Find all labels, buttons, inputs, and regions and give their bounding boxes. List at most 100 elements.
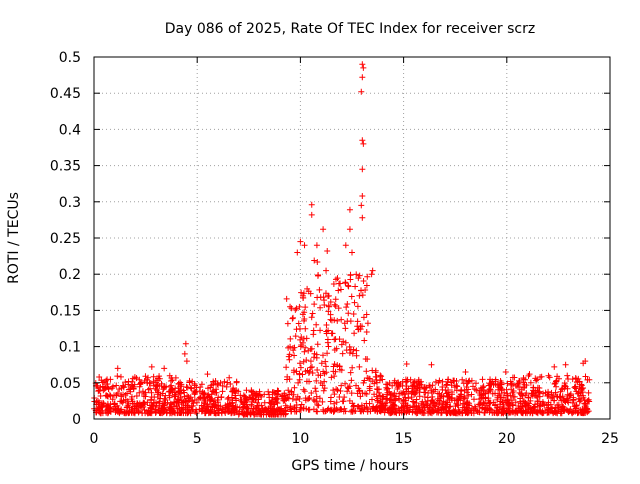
data-point — [356, 292, 363, 299]
data-point — [321, 385, 328, 392]
data-point — [101, 386, 108, 393]
data-point — [328, 374, 335, 381]
data-point — [361, 337, 368, 344]
data-point — [142, 389, 149, 396]
data-point — [111, 400, 118, 407]
data-point — [168, 382, 175, 389]
data-point — [348, 390, 355, 397]
data-point — [297, 336, 304, 343]
data-point — [297, 238, 304, 245]
data-point — [97, 392, 104, 399]
data-point — [166, 403, 173, 410]
data-point — [334, 275, 341, 282]
data-point — [184, 384, 191, 391]
y-tick-label: 0.45 — [50, 86, 81, 102]
data-point — [104, 392, 111, 399]
data-point — [327, 298, 334, 305]
data-point — [376, 392, 383, 399]
data-point — [135, 408, 142, 415]
data-point — [569, 399, 576, 406]
data-point — [346, 349, 353, 356]
data-point — [428, 389, 435, 396]
data-point — [325, 308, 332, 315]
data-point — [411, 391, 418, 398]
data-point — [503, 399, 510, 406]
data-point — [291, 405, 298, 412]
data-point — [573, 405, 580, 412]
data-point — [300, 358, 307, 365]
data-point — [394, 382, 401, 389]
data-point — [257, 392, 264, 399]
data-point — [524, 401, 531, 408]
data-point — [516, 389, 523, 396]
data-point — [405, 390, 412, 397]
data-point — [388, 406, 395, 413]
data-point — [197, 384, 204, 391]
data-point — [348, 407, 355, 414]
data-point — [331, 301, 338, 308]
data-point — [462, 368, 469, 375]
data-point — [353, 352, 360, 359]
data-point — [332, 296, 339, 303]
data-point — [347, 272, 354, 279]
data-point — [314, 408, 321, 415]
data-point — [477, 385, 484, 392]
data-point — [536, 389, 543, 396]
y-tick-label: 0.05 — [50, 376, 81, 392]
data-point — [109, 383, 116, 390]
data-point — [386, 380, 393, 386]
data-point — [292, 333, 299, 340]
data-point — [363, 328, 370, 335]
data-point — [519, 410, 526, 417]
data-point — [552, 404, 559, 411]
data-point — [348, 377, 355, 384]
data-point — [475, 401, 482, 408]
data-point — [307, 364, 314, 371]
data-point — [298, 289, 305, 296]
data-point — [317, 372, 324, 379]
data-point — [305, 347, 312, 354]
data-point — [334, 317, 341, 324]
data-point — [466, 400, 473, 407]
data-point — [424, 397, 431, 404]
data-point — [374, 399, 381, 406]
data-point — [387, 392, 394, 399]
data-point — [229, 388, 236, 395]
data-point — [432, 386, 439, 393]
data-point — [340, 338, 347, 345]
data-point — [525, 394, 532, 401]
data-point — [570, 394, 577, 401]
data-point — [283, 364, 290, 371]
data-point — [332, 276, 339, 283]
data-point — [212, 378, 219, 385]
data-point — [504, 380, 511, 387]
data-point — [549, 408, 556, 415]
data-point — [342, 325, 349, 332]
data-point — [296, 325, 303, 332]
data-point — [103, 377, 110, 384]
data-point — [375, 389, 382, 396]
data-point — [332, 303, 339, 310]
y-tick-label: 0.4 — [59, 122, 81, 138]
data-point — [176, 410, 183, 417]
data-point — [298, 401, 305, 408]
data-point — [252, 405, 259, 412]
data-point — [387, 410, 394, 417]
data-point — [522, 402, 529, 409]
data-point — [577, 406, 584, 413]
data-point — [353, 347, 360, 354]
data-point — [515, 379, 522, 386]
data-point — [459, 376, 466, 383]
data-point — [298, 334, 305, 341]
data-point — [436, 397, 443, 404]
data-point — [296, 360, 303, 367]
data-point — [96, 387, 103, 394]
data-point — [534, 409, 541, 416]
data-point — [343, 304, 350, 311]
data-point — [190, 402, 197, 409]
data-point — [299, 371, 306, 378]
data-point — [345, 310, 352, 317]
data-point — [355, 275, 362, 282]
data-point — [108, 385, 115, 392]
data-point — [502, 368, 509, 375]
